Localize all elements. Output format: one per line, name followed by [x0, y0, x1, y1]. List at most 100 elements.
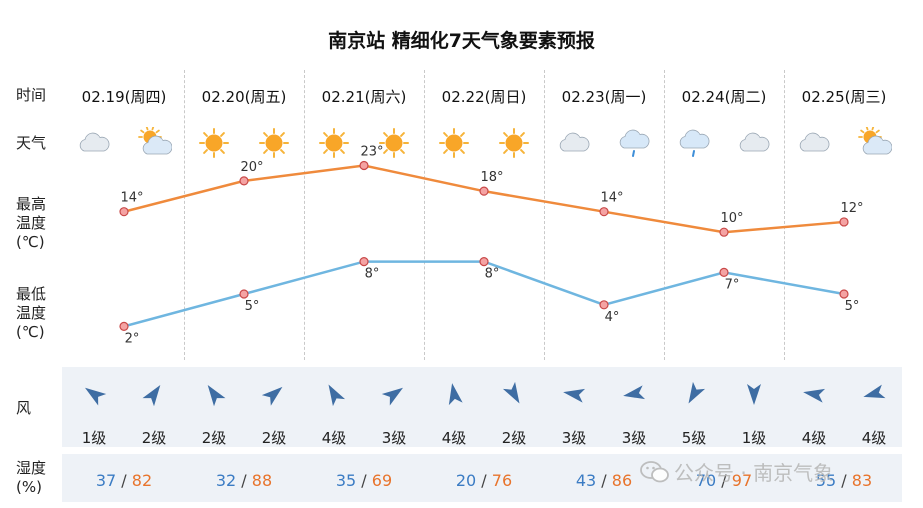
- wind-level: 3级: [561, 429, 587, 447]
- column-divider: [424, 70, 425, 360]
- humidity-separator: /: [716, 471, 732, 490]
- wind-level: 4级: [441, 429, 467, 447]
- date-label: 02.23(周一): [561, 88, 647, 106]
- column-divider: [184, 70, 185, 360]
- high-temp-point: [599, 207, 609, 217]
- column-divider: [784, 70, 785, 360]
- light-rain-icon: [676, 127, 716, 159]
- wind-direction-arrow-icon: [438, 378, 478, 410]
- high-temp-point: [839, 217, 849, 227]
- sunny-icon: [436, 127, 476, 159]
- high-temp-point: [359, 160, 369, 171]
- low-temp-point: [359, 257, 369, 267]
- wind-direction-arrow-icon: [498, 378, 538, 410]
- low-temp-point: [719, 267, 729, 277]
- partly-cloudy-icon: [856, 127, 896, 159]
- humidity-cell: 55 / 83: [784, 471, 904, 490]
- high-temp-label: 23°: [360, 145, 383, 160]
- wind-level: 2级: [261, 429, 287, 447]
- cloudy-icon: [556, 127, 596, 159]
- humidity-cell: 43 / 86: [544, 471, 664, 490]
- low-temp-point: [599, 300, 609, 310]
- cloudy-icon: [736, 127, 776, 159]
- humidity-high: 83: [851, 471, 873, 490]
- wind-direction-arrow-icon: [198, 378, 238, 410]
- wind-level: 3级: [621, 429, 647, 447]
- humidity-high: 86: [611, 471, 633, 490]
- wind-level: 4级: [861, 429, 887, 447]
- wind-band: [62, 367, 902, 447]
- humidity-low: 32: [215, 471, 237, 490]
- wind-level: 1级: [81, 429, 107, 447]
- humidity-high: 76: [491, 471, 513, 490]
- low-temp-point: [839, 289, 849, 299]
- low-temp-point: [479, 257, 489, 267]
- humidity-separator: /: [596, 471, 612, 490]
- wind-direction-arrow-icon: [678, 378, 718, 410]
- humidity-high: 82: [131, 471, 153, 490]
- high-temp-label: 12°: [840, 201, 863, 216]
- humidity-low: 43: [575, 471, 597, 490]
- date-label: 02.19(周四): [81, 88, 167, 106]
- high-temp-label: 10°: [720, 211, 743, 226]
- sunny-icon: [316, 127, 356, 159]
- row-label-weather: 天气: [16, 134, 47, 152]
- column-divider: [544, 70, 545, 360]
- date-label: 02.25(周三): [801, 88, 887, 106]
- humidity-cell: 32 / 88: [184, 471, 304, 490]
- wind-direction-arrow-icon: [318, 378, 358, 410]
- wind-level: 3级: [381, 429, 407, 447]
- partly-cloudy-icon: [136, 127, 176, 159]
- humidity-cell: 70 / 97: [664, 471, 784, 490]
- sunny-icon: [196, 127, 236, 159]
- humidity-cell: 35 / 69: [304, 471, 424, 490]
- high-temp-point: [479, 186, 489, 196]
- high-temp-point: [239, 176, 249, 186]
- date-label: 02.22(周日): [441, 88, 527, 106]
- humidity-low: 35: [335, 471, 357, 490]
- row-label-humidity: 湿度 (%): [16, 459, 47, 496]
- humidity-cell: 37 / 82: [64, 471, 184, 490]
- wind-direction-arrow-icon: [858, 378, 898, 410]
- high-temp-label: 14°: [600, 191, 623, 206]
- wechat-icon: [640, 461, 669, 483]
- wind-direction-arrow-icon: [618, 378, 658, 410]
- date-label: 02.21(周六): [321, 88, 407, 106]
- low-temp-label: 5°: [245, 299, 260, 314]
- sunny-icon: [496, 127, 536, 159]
- wind-level: 5级: [681, 429, 707, 447]
- row-label-wind: 风: [16, 399, 32, 417]
- row-label-low: 最低 温度 (℃): [16, 285, 47, 341]
- wind-level: 4级: [321, 429, 347, 447]
- low-temp-label: 4°: [605, 310, 620, 325]
- humidity-high: 97: [731, 471, 753, 490]
- wind-level: 2级: [501, 429, 527, 447]
- humidity-high: 88: [251, 471, 273, 490]
- row-label-time: 时间: [16, 86, 47, 104]
- low-temp-label: 7°: [725, 277, 740, 292]
- humidity-low: 37: [95, 471, 117, 490]
- low-temp-point: [239, 289, 249, 299]
- humidity-band: [62, 454, 902, 502]
- date-label: 02.20(周五): [201, 88, 287, 106]
- wind-level: 2级: [201, 429, 227, 447]
- humidity-separator: /: [356, 471, 372, 490]
- humidity-separator: /: [116, 471, 132, 490]
- date-label: 02.24(周二): [681, 88, 767, 106]
- row-label-high: 最高 温度 (℃): [16, 195, 47, 251]
- watermark-text: 公众号 · 南京气象: [674, 461, 834, 485]
- light-rain-icon: [616, 127, 656, 159]
- low-temp-label: 5°: [845, 299, 860, 314]
- humidity-separator: /: [236, 471, 252, 490]
- humidity-separator: /: [836, 471, 852, 490]
- wind-direction-arrow-icon: [738, 378, 778, 410]
- high-temp-label: 14°: [120, 191, 143, 206]
- sunny-icon: [256, 127, 296, 159]
- wind-level: 2级: [141, 429, 167, 447]
- humidity-cell: 20 / 76: [424, 471, 544, 490]
- chart-title: 南京站 精细化7天气象要素预报: [328, 30, 595, 52]
- high-temp-label: 20°: [240, 160, 263, 175]
- watermark: 公众号 · 南京气象: [640, 456, 833, 486]
- high-temp-label: 18°: [480, 170, 503, 185]
